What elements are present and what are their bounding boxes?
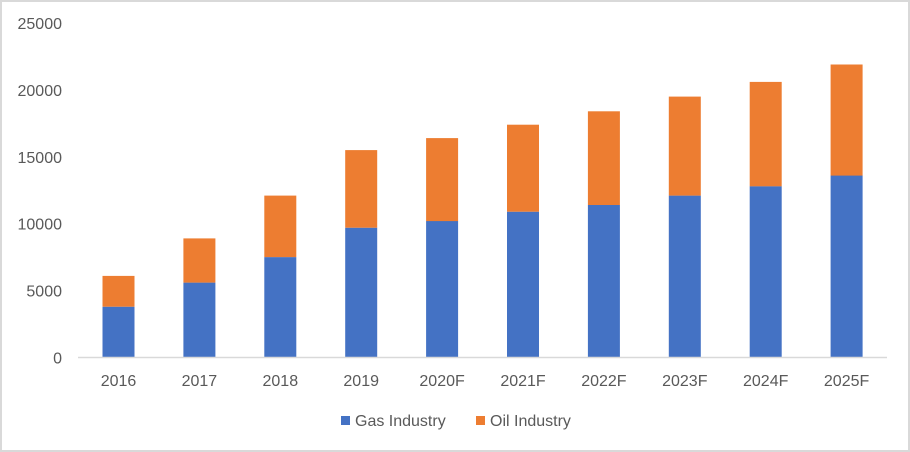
- bar-gas-industry-2019: [345, 227, 378, 358]
- x-tick-label: 2023F: [662, 373, 708, 390]
- x-tick-label: 2020F: [419, 373, 465, 390]
- bar-gas-industry-2020f: [426, 221, 459, 358]
- y-tick-label: 0: [53, 351, 62, 368]
- bar-gas-industry-2024f: [749, 186, 782, 358]
- x-tick-label: 2021F: [500, 373, 546, 390]
- bar-oil-industry-2024f: [749, 81, 782, 187]
- bar-oil-industry-2018: [264, 195, 297, 258]
- bar-oil-industry-2021f: [507, 124, 539, 212]
- y-axis: 0 5000 10000 15000 20000 25000: [18, 16, 63, 368]
- y-tick-label: 15000: [18, 150, 63, 167]
- legend-label-gas-industry: Gas Industry: [355, 413, 446, 430]
- legend-label-oil-industry: Oil Industry: [490, 413, 571, 430]
- y-tick-label: 10000: [18, 217, 63, 234]
- bar-gas-industry-2018: [264, 257, 297, 358]
- legend-swatch-gas-industry: [341, 416, 350, 425]
- bar-oil-industry-2022f: [587, 111, 620, 205]
- bar-oil-industry-2025f: [830, 64, 863, 176]
- bar-gas-industry-2023f: [668, 195, 701, 358]
- bar-oil-industry-2023f: [668, 96, 701, 196]
- bar-gas-industry-2021f: [507, 211, 539, 358]
- bar-oil-industry-2019: [345, 150, 378, 228]
- x-tick-label: 2017: [182, 373, 218, 390]
- x-axis: 2016 2017 2018 2019 2020F 2021F 2022F 2023F 2024…: [101, 373, 870, 390]
- x-tick-label: 2022F: [581, 373, 627, 390]
- bar-gas-industry-2022f: [587, 205, 620, 358]
- bars: [102, 64, 863, 358]
- bar-gas-industry-2017: [183, 282, 216, 358]
- legend: Gas Industry Oil Industry: [341, 413, 571, 430]
- y-tick-label: 5000: [26, 284, 62, 301]
- y-tick-label: 25000: [18, 16, 63, 33]
- x-tick-label: 2018: [263, 373, 299, 390]
- x-tick-label: 2019: [343, 373, 379, 390]
- legend-swatch-oil-industry: [476, 416, 485, 425]
- x-tick-label: 2025F: [824, 373, 870, 390]
- bar-gas-industry-2016: [102, 306, 135, 358]
- x-tick-label: 2024F: [743, 373, 789, 390]
- x-tick-label: 2016: [101, 373, 137, 390]
- y-tick-label: 20000: [18, 83, 63, 100]
- bar-gas-industry-2025f: [830, 175, 863, 358]
- bar-oil-industry-2020f: [426, 138, 459, 222]
- bar-oil-industry-2017: [183, 238, 216, 283]
- bar-oil-industry-2016: [102, 275, 135, 307]
